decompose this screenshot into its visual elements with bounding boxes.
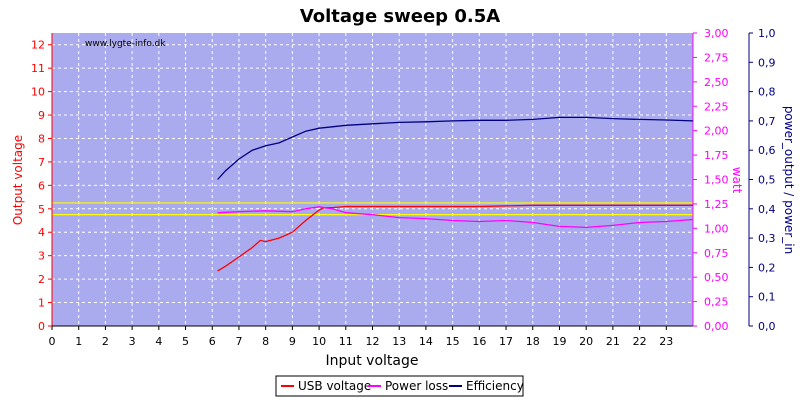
watermark: www.lygte-info.dk (85, 39, 166, 49)
x-tick-label: 21 (606, 335, 620, 348)
x-tick-label: 17 (499, 335, 513, 348)
x-tick-label: 4 (155, 335, 162, 348)
y-right1-tick-label: 2,75 (704, 51, 729, 64)
series-line-efficiency (217, 116, 694, 180)
y-right1-tick-label: 3,00 (704, 27, 729, 40)
x-axis-label: Input voltage (325, 353, 418, 369)
y-left-tick-label: 1 (38, 297, 45, 310)
axes: 0 1 2 3 4 5 6 7 8 9 10 11 12 13 14 15 16 17 18 19 20 21 22 2301… (31, 27, 776, 348)
x-tick-label: 9 (289, 335, 296, 348)
x-tick-label: 19 (552, 335, 566, 348)
y-left-tick-label: 8 (38, 132, 45, 145)
y-axis-right1-label: watt (730, 167, 744, 194)
x-tick-label: 11 (339, 335, 353, 348)
y-right2-tick-label: 1,0 (758, 27, 776, 40)
y-right2-tick-label: 0,4 (758, 203, 776, 216)
y-right1-tick-label: 1,25 (704, 198, 729, 211)
y-left-tick-label: 3 (38, 250, 45, 263)
x-tick-label: 2 (102, 335, 109, 348)
y-right1-tick-label: 0,25 (704, 296, 729, 309)
y-right2-tick-label: 0,1 (758, 291, 776, 304)
y-right2-tick-label: 0,7 (758, 115, 776, 128)
y-right2-tick-label: 0,8 (758, 86, 776, 99)
x-tick-label: 16 (472, 335, 486, 348)
legend-label: USB voltage (298, 379, 371, 393)
chart-title: Voltage sweep 0.5A (300, 6, 500, 27)
x-tick-label: 14 (419, 335, 433, 348)
y-left-tick-label: 7 (38, 156, 45, 169)
y-left-tick-label: 6 (38, 179, 45, 192)
y-right1-tick-label: 1,50 (704, 174, 729, 187)
series (217, 116, 694, 272)
y-right2-tick-label: 0,5 (758, 174, 776, 187)
x-tick-label: 13 (392, 335, 406, 348)
series-line-usb-voltage (217, 204, 693, 272)
y-right1-tick-label: 0,75 (704, 247, 729, 260)
x-tick-label: 1 (75, 335, 82, 348)
legend-label: Power loss (385, 379, 448, 393)
x-tick-label: 10 (312, 335, 326, 348)
y-right1-tick-label: 2,00 (704, 125, 729, 138)
y-right1-tick-label: 2,25 (704, 100, 729, 113)
y-right2-tick-label: 0,0 (758, 320, 776, 333)
x-tick-label: 23 (659, 335, 673, 348)
y-left-tick-label: 10 (31, 86, 45, 99)
x-tick-label: 7 (235, 335, 242, 348)
x-tick-label: 18 (526, 335, 540, 348)
x-tick-label: 22 (633, 335, 647, 348)
x-tick-label: 15 (446, 335, 460, 348)
y-left-tick-label: 4 (38, 226, 45, 239)
y-left-tick-label: 9 (38, 109, 45, 122)
y-right2-tick-label: 0,3 (758, 232, 776, 245)
y-right1-tick-label: 0,00 (704, 320, 729, 333)
y-left-tick-label: 12 (31, 39, 45, 52)
y-left-tick-label: 2 (38, 273, 45, 286)
legend-box (275, 375, 524, 397)
legend-label: Efficiency (466, 379, 524, 393)
y-right1-tick-label: 0,50 (704, 271, 729, 284)
y-right2-tick-label: 0,2 (758, 261, 776, 274)
x-tick-label: 3 (129, 335, 136, 348)
x-tick-label: 0 (49, 335, 56, 348)
plot-area (52, 33, 693, 326)
y-axis-left-label: Output voltage (11, 135, 25, 225)
y-right1-tick-label: 1,75 (704, 149, 729, 162)
x-tick-label: 12 (366, 335, 380, 348)
y-left-tick-label: 11 (31, 62, 45, 75)
x-tick-label: 6 (209, 335, 216, 348)
y-left-tick-label: 5 (38, 203, 45, 216)
x-tick-label: 20 (579, 335, 593, 348)
y-axis-right2-label: power_output / power_in (782, 106, 796, 254)
y-right1-tick-label: 1,00 (704, 222, 729, 235)
x-tick-label: 5 (182, 335, 189, 348)
legend: USB voltage Power loss Efficiency (275, 375, 524, 397)
x-tick-label: 8 (262, 335, 269, 348)
y-right1-tick-label: 2,50 (704, 76, 729, 89)
y-left-tick-label: 0 (38, 320, 45, 333)
y-right2-tick-label: 0,9 (758, 56, 776, 69)
series-line-power-loss (217, 206, 694, 229)
y-right2-tick-label: 0,6 (758, 144, 776, 157)
